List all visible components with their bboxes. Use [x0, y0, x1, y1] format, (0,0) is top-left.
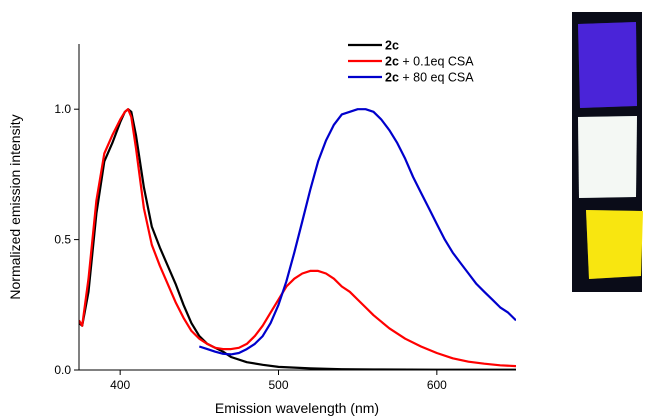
x-axis-label: Emission wavelength (nm)	[215, 400, 379, 416]
legend-entry: 2c + 80 eq CSA	[385, 71, 474, 85]
series-line-3	[199, 109, 516, 354]
film-photo-3	[586, 210, 643, 279]
film-photo-1	[578, 22, 637, 108]
legend-entry: 2c	[385, 39, 399, 53]
photo-panel	[572, 12, 643, 292]
y-axis-label: Normalized emission intensity	[7, 114, 23, 299]
y-tick-label: 1.0	[54, 102, 71, 116]
legend: 2c 2c + 0.1eq CSA 2c + 80 eq CSA	[348, 39, 474, 85]
axes: 400 500 600 0.0 0.5 1.0	[54, 44, 516, 392]
x-tick-label: 500	[268, 378, 288, 392]
plot-area	[79, 109, 516, 370]
film-photo-2	[578, 116, 637, 198]
y-tick-label: 0.5	[54, 233, 71, 247]
legend-entry: 2c + 0.1eq CSA	[385, 55, 474, 69]
y-tick-label: 0.0	[54, 363, 71, 377]
y-ticks: 0.0 0.5 1.0	[54, 102, 79, 377]
x-tick-label: 600	[427, 378, 447, 392]
x-ticks: 400 500 600	[110, 370, 447, 392]
x-tick-label: 400	[110, 378, 130, 392]
